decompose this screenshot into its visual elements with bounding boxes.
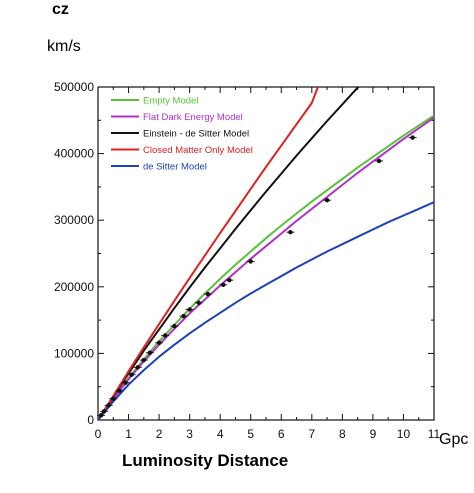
y-tick-label: 100000 — [54, 346, 94, 360]
observation-point — [135, 365, 140, 370]
x-tick-label: 2 — [156, 427, 163, 441]
observation-points-group — [97, 135, 417, 418]
y-tick-label: 400000 — [54, 147, 94, 161]
y-tick-label: 200000 — [54, 280, 94, 294]
x-tick-label: 8 — [339, 427, 346, 441]
x-tick-label: 1 — [125, 427, 132, 441]
observation-point — [227, 277, 232, 283]
x-tick-label: 4 — [217, 427, 224, 441]
observation-point — [163, 333, 168, 338]
legend-label-closed-matter-only-model: Closed Matter Only Model — [143, 145, 253, 156]
observation-point — [101, 409, 107, 414]
observation-point — [106, 403, 111, 408]
observation-point — [141, 357, 147, 363]
y-tick-label: 0 — [87, 413, 94, 427]
x-tick-label: 3 — [186, 427, 193, 441]
series-line-flat-dark-energy-model — [98, 116, 434, 420]
observation-point — [172, 323, 177, 329]
x-axis-label: Luminosity Distance — [122, 451, 288, 470]
ticks-group: 0 1 2 3 4 5 6 7 8 9 10 11 0 100000 200000 300000 400000 5… — [54, 80, 441, 441]
observation-point — [288, 229, 293, 235]
legend-label-de-sitter-model: de Sitter Model — [143, 162, 207, 173]
observation-point — [376, 158, 382, 164]
series-line-einstein-de-sitter-model — [98, 87, 360, 420]
observation-point — [156, 340, 162, 345]
legend: Empty Model Flat Dark Energy Model Einstei… — [111, 96, 253, 173]
x-tick-label: 5 — [247, 427, 254, 441]
x-tick-label: 6 — [278, 427, 285, 441]
series-line-closed-matter-only-model — [98, 87, 319, 420]
observation-point — [123, 380, 128, 385]
observation-point — [181, 313, 186, 319]
observation-point — [324, 198, 330, 203]
legend-label-flat-dark-energy-model: Flat Dark Energy Model — [143, 112, 243, 123]
y-tick-label: 500000 — [54, 80, 94, 94]
x-tick-label: 0 — [95, 427, 102, 441]
series-group — [98, 87, 434, 420]
y-axis-unit-label: km/s — [47, 38, 81, 55]
observation-point — [147, 350, 153, 355]
y-tick-label: 300000 — [54, 213, 94, 227]
x-tick-label: 7 — [308, 427, 315, 441]
observation-point — [205, 291, 211, 297]
observation-point — [129, 372, 134, 377]
observation-point — [111, 396, 116, 401]
observation-point — [410, 135, 415, 140]
x-tick-label: 9 — [370, 427, 377, 441]
observation-point — [98, 413, 104, 418]
observation-point — [117, 388, 122, 393]
x-tick-label: 10 — [397, 427, 411, 441]
observation-point — [187, 307, 192, 312]
series-line-de-sitter-model — [98, 201, 434, 420]
legend-label-einstein-de-sitter-model: Einstein - de Sitter Model — [143, 129, 249, 140]
observation-point — [221, 282, 226, 288]
series-line-empty-model — [98, 114, 434, 420]
observation-point — [196, 300, 201, 305]
x-tick-label: 11 — [428, 427, 441, 441]
observation-point — [248, 259, 253, 264]
y-axis-top-label: cz — [52, 1, 69, 18]
legend-label-empty-model: Empty Model — [143, 96, 198, 107]
x-axis-unit-label: Gpc — [439, 431, 468, 448]
